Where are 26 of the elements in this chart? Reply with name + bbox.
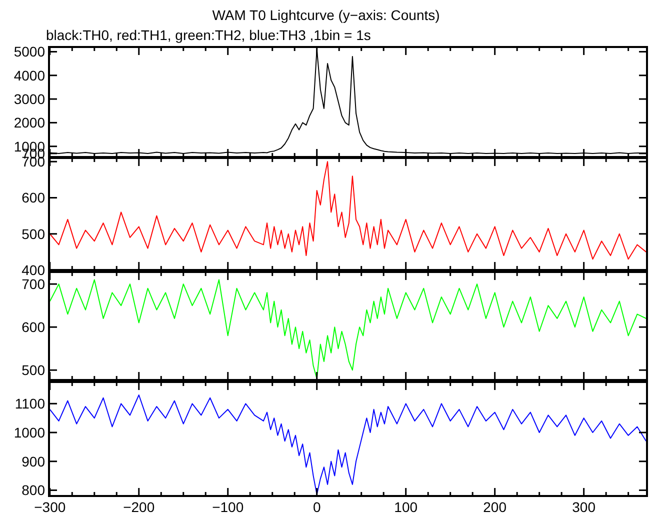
y-tick-label: 600 [22,319,46,336]
chart-subtitle: black:TH0, red:TH1, green:TH2, blue:TH3 ,1bin = 1s [46,27,371,43]
x-tick-label: −300 [34,499,66,515]
y-tick-label: 3000 [14,91,46,108]
y-tick-label: 500 [22,362,46,378]
line-series [49,394,647,496]
x-tick-label: −200 [123,499,155,515]
y-tick-label: 500 [22,226,46,242]
line-series [49,161,647,260]
x-tick-label: 100 [394,499,418,515]
y-tick-label: 400 [22,262,46,278]
y-tick-label: 800 [22,482,46,498]
y-tick-label: 900 [22,453,46,470]
y-tick-label: 600 [22,190,46,206]
y-tick-label: 1100 [14,396,46,412]
x-tick-label: 300 [572,499,596,515]
chart-title: WAM T0 Lightcurve (y−axis: Counts) [212,7,440,23]
y-tick-label: 4000 [14,67,46,84]
x-tick-label: 200 [483,499,507,515]
y-tick-label: 1000 [14,424,46,441]
y-tick-label: 5000 [14,44,46,60]
y-tick-label: 2000 [14,114,46,131]
x-tick-label: 0 [312,499,321,515]
line-series [49,279,647,380]
x-tick-label: −100 [212,499,244,515]
y-tick-label: 700 [22,276,46,292]
